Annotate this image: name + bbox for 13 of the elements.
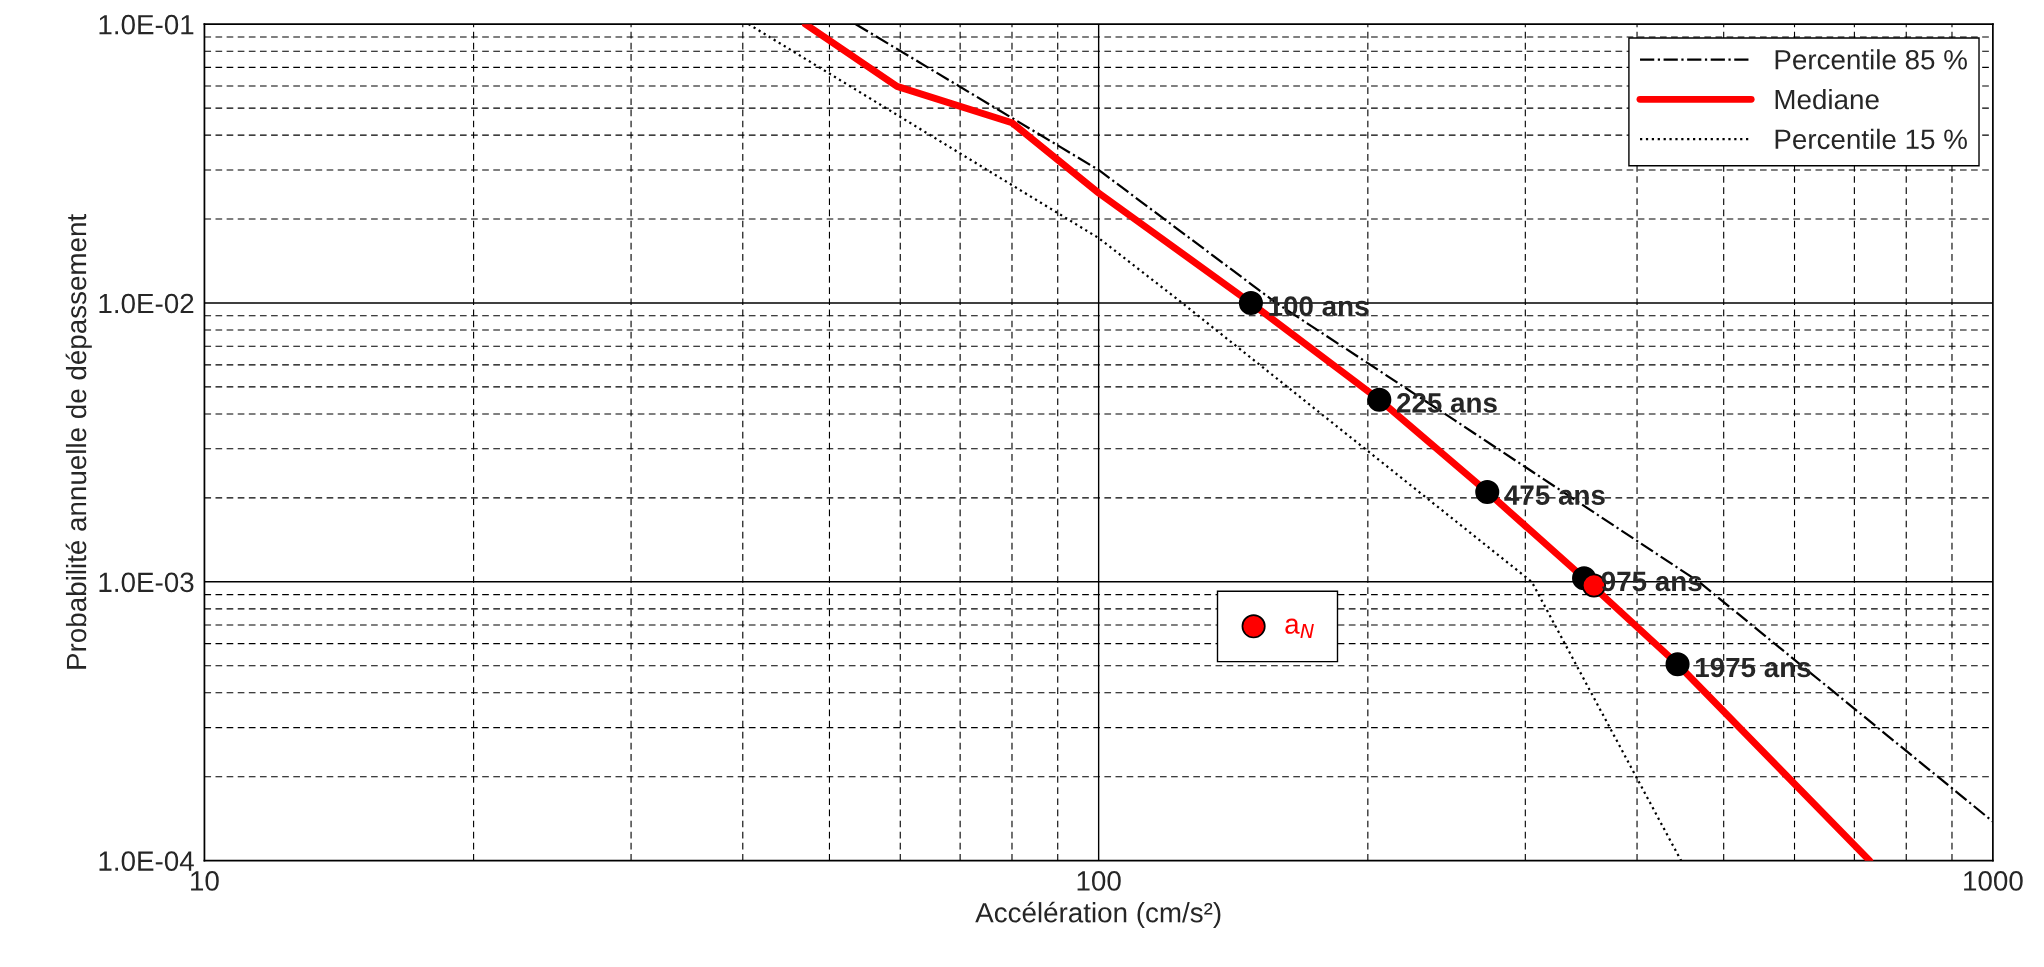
legend-label: Mediane xyxy=(1775,88,1879,110)
y-axis-title: Probabilité annuelle de dépassement xyxy=(65,214,92,669)
y-tick-label: 1.0E-01 xyxy=(99,14,194,35)
legend-label: Percentile 85 % xyxy=(1775,49,1967,70)
x-tick-label: 1000 xyxy=(1964,871,2023,891)
y-tick-label: 1.0E-02 xyxy=(99,293,194,314)
x-tick-label: 100 xyxy=(1077,871,1121,891)
x-tick-label: 10 xyxy=(191,871,219,891)
legend-label: a$_{N}$ xyxy=(1285,618,1314,639)
legend-label: Percentile 15 % xyxy=(1775,128,1967,150)
x-axis-title: Accélération (cm/s²) xyxy=(975,901,1221,928)
y-tick-label: 1.0E-04 xyxy=(99,851,194,871)
y-tick-label: 1.0E-03 xyxy=(99,572,194,593)
